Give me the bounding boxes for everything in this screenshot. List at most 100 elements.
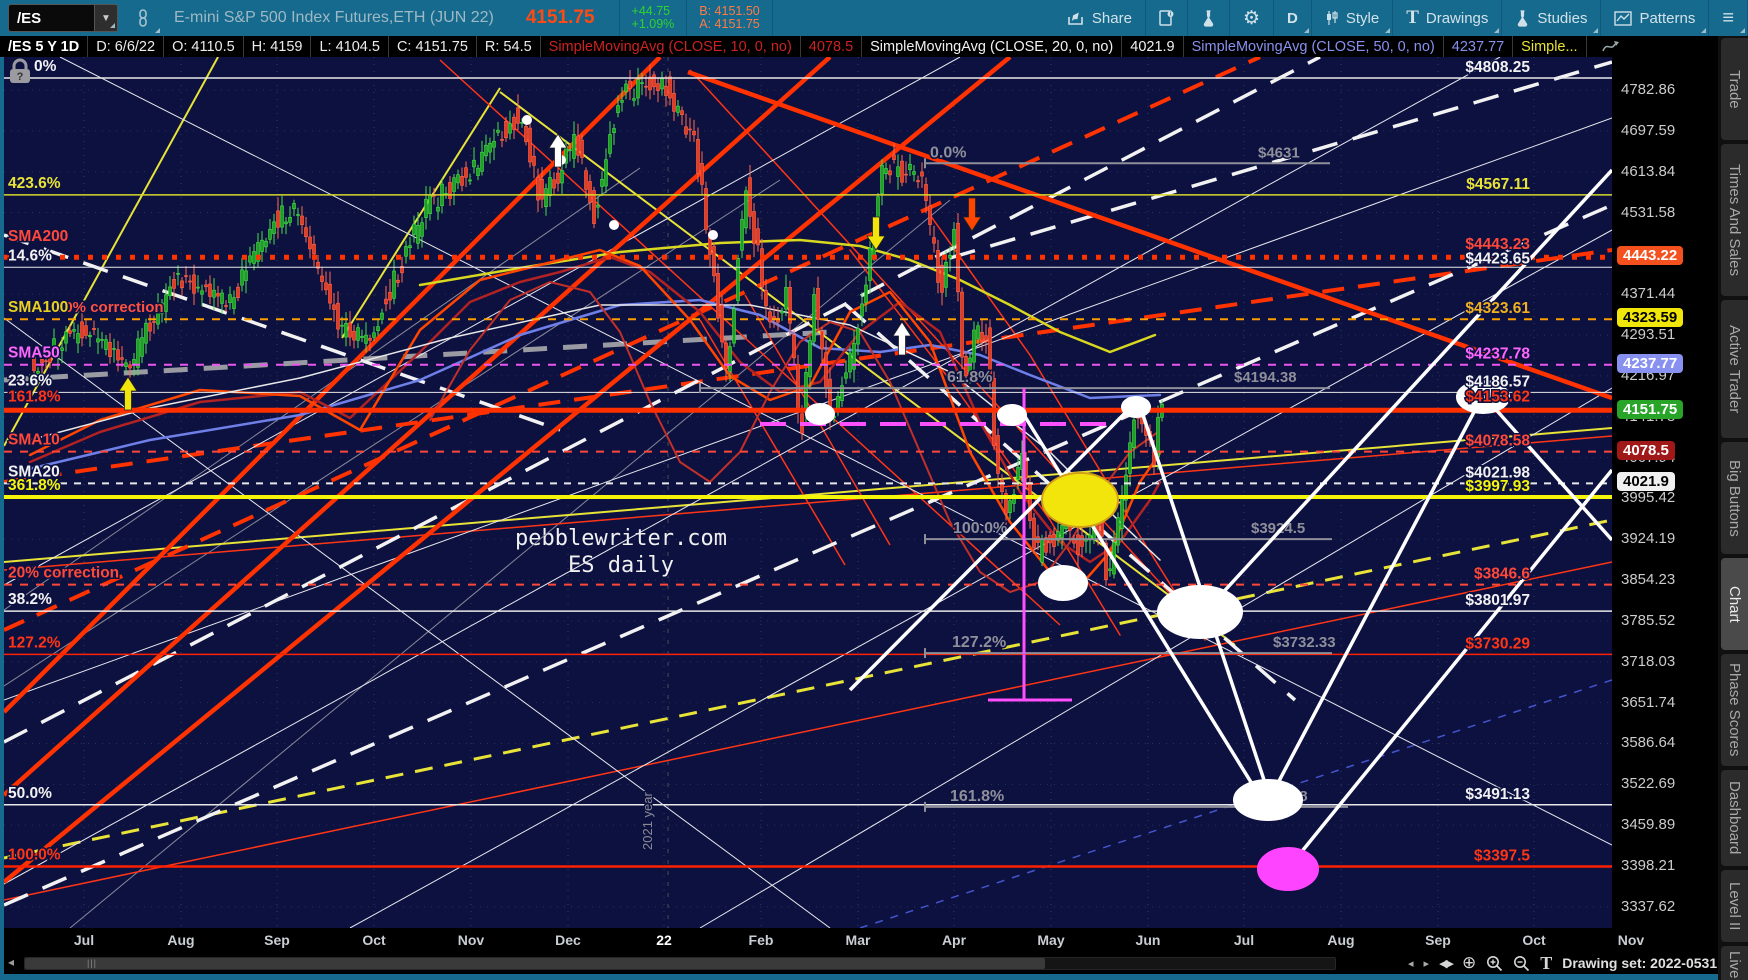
timeframe-button[interactable]: D [1274,0,1312,36]
chart-drawing-tools-icon[interactable] [1593,36,1629,57]
drawings-button[interactable]: T Drawings [1393,0,1503,36]
price-axis[interactable]: 4782.86 4697.59 4613.84 4531.58 4371.44 4293.… [1612,57,1718,928]
time-tick: 22 [656,932,672,948]
crosshair-icon[interactable]: ⊕ [1461,953,1477,972]
time-axis[interactable]: Jul Aug Sep Oct Nov Dec 22 Feb Mar Apr May Jun Jul Au… [0,928,1718,952]
zoom-out-icon[interactable] [1513,955,1530,972]
style-button[interactable]: Style [1312,0,1394,36]
svg-text:SMA20: SMA20 [8,463,60,480]
instrument-title: E-mini S&P 500 Index Futures,ETH (JUN 22… [174,9,494,26]
price-tick: 4371.44 [1621,285,1676,303]
flask-icon [1203,9,1214,27]
svg-text:i: i [1170,11,1172,17]
time-tick: Feb [748,932,774,948]
zoom-in-icon[interactable] [1486,955,1503,972]
share-button[interactable]: Share [1054,0,1146,36]
svg-text:$4567.11: $4567.11 [1466,176,1530,193]
price-tick: 3459.89 [1621,816,1676,834]
level-labels: 10% correction 0% $4808.25 423.6% $4567.11 SM… [7,57,1532,866]
pan-left-icon[interactable]: ◂ [1408,957,1414,970]
time-tick: Jun [1135,932,1161,948]
price-bubble: 4021.9 [1617,472,1675,492]
study-label: SimpleMovingAvg (CLOSE, 20, 0, no) [862,36,1123,57]
sidebar-tab-dashboard[interactable]: Dashboard [1721,770,1748,866]
highlight-ellipses [522,115,1510,891]
price-tick: 4293.51 [1621,326,1676,344]
analyze-button[interactable] [1188,0,1230,36]
lock-icon[interactable]: ? [10,58,30,83]
svg-text:161.8%: 161.8% [950,788,1004,805]
bid-ask: B: 4151.50 A: 4151.75 [687,0,773,36]
last-price: 4151.75 [525,7,595,28]
scrollbar-handle[interactable]: ||| [25,958,1045,969]
svg-text:$3397.5: $3397.5 [1474,847,1530,864]
svg-text:$4423.65: $4423.65 [1465,250,1530,267]
chevron-down-icon[interactable]: ▼ [94,5,117,31]
svg-text:pebblewriter.com: pebblewriter.com [515,526,727,551]
svg-text:61.8%: 61.8% [947,369,992,386]
time-tick: Sep [1425,932,1451,948]
toolbar-menu-button[interactable]: ≡ [1709,0,1748,36]
price-tick: 4697.59 [1621,121,1676,139]
sidebar-tab-chart[interactable]: Chart [1721,558,1748,650]
svg-text:0%: 0% [34,58,57,75]
time-tick: Nov [1617,932,1645,948]
gear-icon: ⚙ [1242,7,1260,29]
price-tick: 3785.52 [1621,611,1676,629]
sidebar-tab-times-and-sales[interactable]: Times And Sales [1721,144,1748,296]
svg-text:$3997.93: $3997.93 [1465,478,1530,495]
price-bubble: 4323.59 [1617,308,1684,328]
price-tick: 4613.84 [1621,162,1676,180]
svg-text:38.2%: 38.2% [8,591,52,608]
svg-text:$3491.13: $3491.13 [1465,786,1530,803]
bid-value: B: 4151.50 [699,4,760,18]
patterns-button[interactable]: Patterns [1601,0,1710,36]
svg-text:100.0%: 100.0% [953,520,1007,537]
svg-text:ES daily: ES daily [568,553,674,578]
signal-arrows [118,133,982,411]
study-label: Simple... [1513,36,1587,57]
pan-left-icon[interactable]: ◂ [8,955,15,969]
ohlc-field: C: 4151.75 [389,36,477,57]
text-tool-icon: T [1406,7,1419,28]
expander-icon[interactable]: ◀▶ [1439,957,1454,970]
svg-text:127.2%: 127.2% [952,634,1006,651]
studies-button[interactable]: Studies [1502,0,1602,36]
svg-text:$3730.29: $3730.29 [1465,635,1530,652]
time-tick: Jul [1233,932,1255,948]
svg-text:SMA50: SMA50 [8,345,60,362]
notes-button[interactable]: i [1146,0,1188,36]
pan-right-icon[interactable]: ▸ [1423,957,1430,970]
sidebar-tab-live-news[interactable]: Live News [1721,946,1748,980]
study-label: SimpleMovingAvg (CLOSE, 10, 0, no) [541,36,801,57]
time-tick: Dec [555,932,581,948]
svg-text:$4186.57: $4186.57 [1465,373,1530,390]
svg-text:$4631: $4631 [1258,144,1300,161]
settings-button[interactable]: ⚙ [1230,0,1274,36]
svg-text:361.8%: 361.8% [8,477,61,494]
ohlc-field: D: 6/6/22 [88,36,165,57]
svg-text:100.0%: 100.0% [8,846,61,863]
symbol-input[interactable]: /ES ▼ [8,4,118,32]
sidebar-tab-big-buttons[interactable]: Big Buttons [1721,442,1748,554]
drawing-set-selector[interactable]: Drawing set: 2022-0531 [1562,955,1718,971]
sidebar-tab-active-trader[interactable]: Active Trader [1721,300,1748,438]
ohlc-field: O: 4110.5 [164,36,244,57]
ohlc-field: H: 4159 [244,36,312,57]
sidebar-tab-level-ii[interactable]: Level II [1721,870,1748,942]
window-edge-bottom [0,974,1748,980]
svg-text:14.6%: 14.6% [8,247,52,264]
study-value: 4237.77 [1444,36,1514,57]
chart-scrollbar[interactable]: ||| [24,957,1336,970]
sidebar-tab-phase-scores[interactable]: Phase Scores [1721,654,1748,766]
price-tick: 3924.19 [1621,530,1676,548]
bottom-bar: ◂ ||| ◂ ▸ ◀▶ ⊕ T Drawing set: 2022-0 [0,952,1734,974]
svg-text:2021 year: 2021 year [640,792,655,850]
sidebar-tab-trade[interactable]: Trade [1721,38,1748,140]
text-tool-icon[interactable]: T [1540,952,1553,973]
price-bubble: 4078.5 [1617,440,1675,460]
ohlc-field: L: 4104.5 [311,36,389,57]
link-chart-button[interactable] [124,0,162,36]
